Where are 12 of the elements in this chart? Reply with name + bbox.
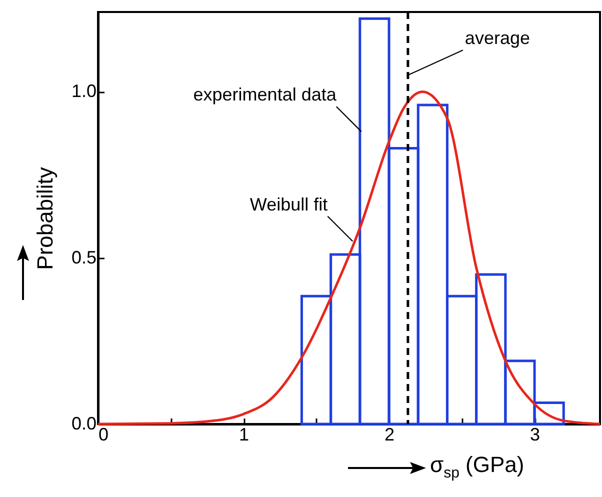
y-tick-label: 0.0: [71, 414, 96, 434]
annotation: experimental data: [193, 84, 338, 105]
x-tick-label: 0: [98, 424, 109, 444]
x-tick-label: 2: [384, 424, 395, 444]
y-axis-title: Probability: [32, 167, 58, 270]
x-axis-title: σ$_{sp}$ (GPa): [430, 452, 524, 482]
x-tick-label: 1: [239, 424, 250, 444]
annotation: average: [464, 28, 530, 48]
annotation: Weibull fit: [250, 194, 328, 214]
y-tick-label: 0.5: [71, 247, 96, 268]
x-tick-label: 3: [530, 424, 540, 444]
y-tick-label: 1.0: [71, 81, 96, 102]
